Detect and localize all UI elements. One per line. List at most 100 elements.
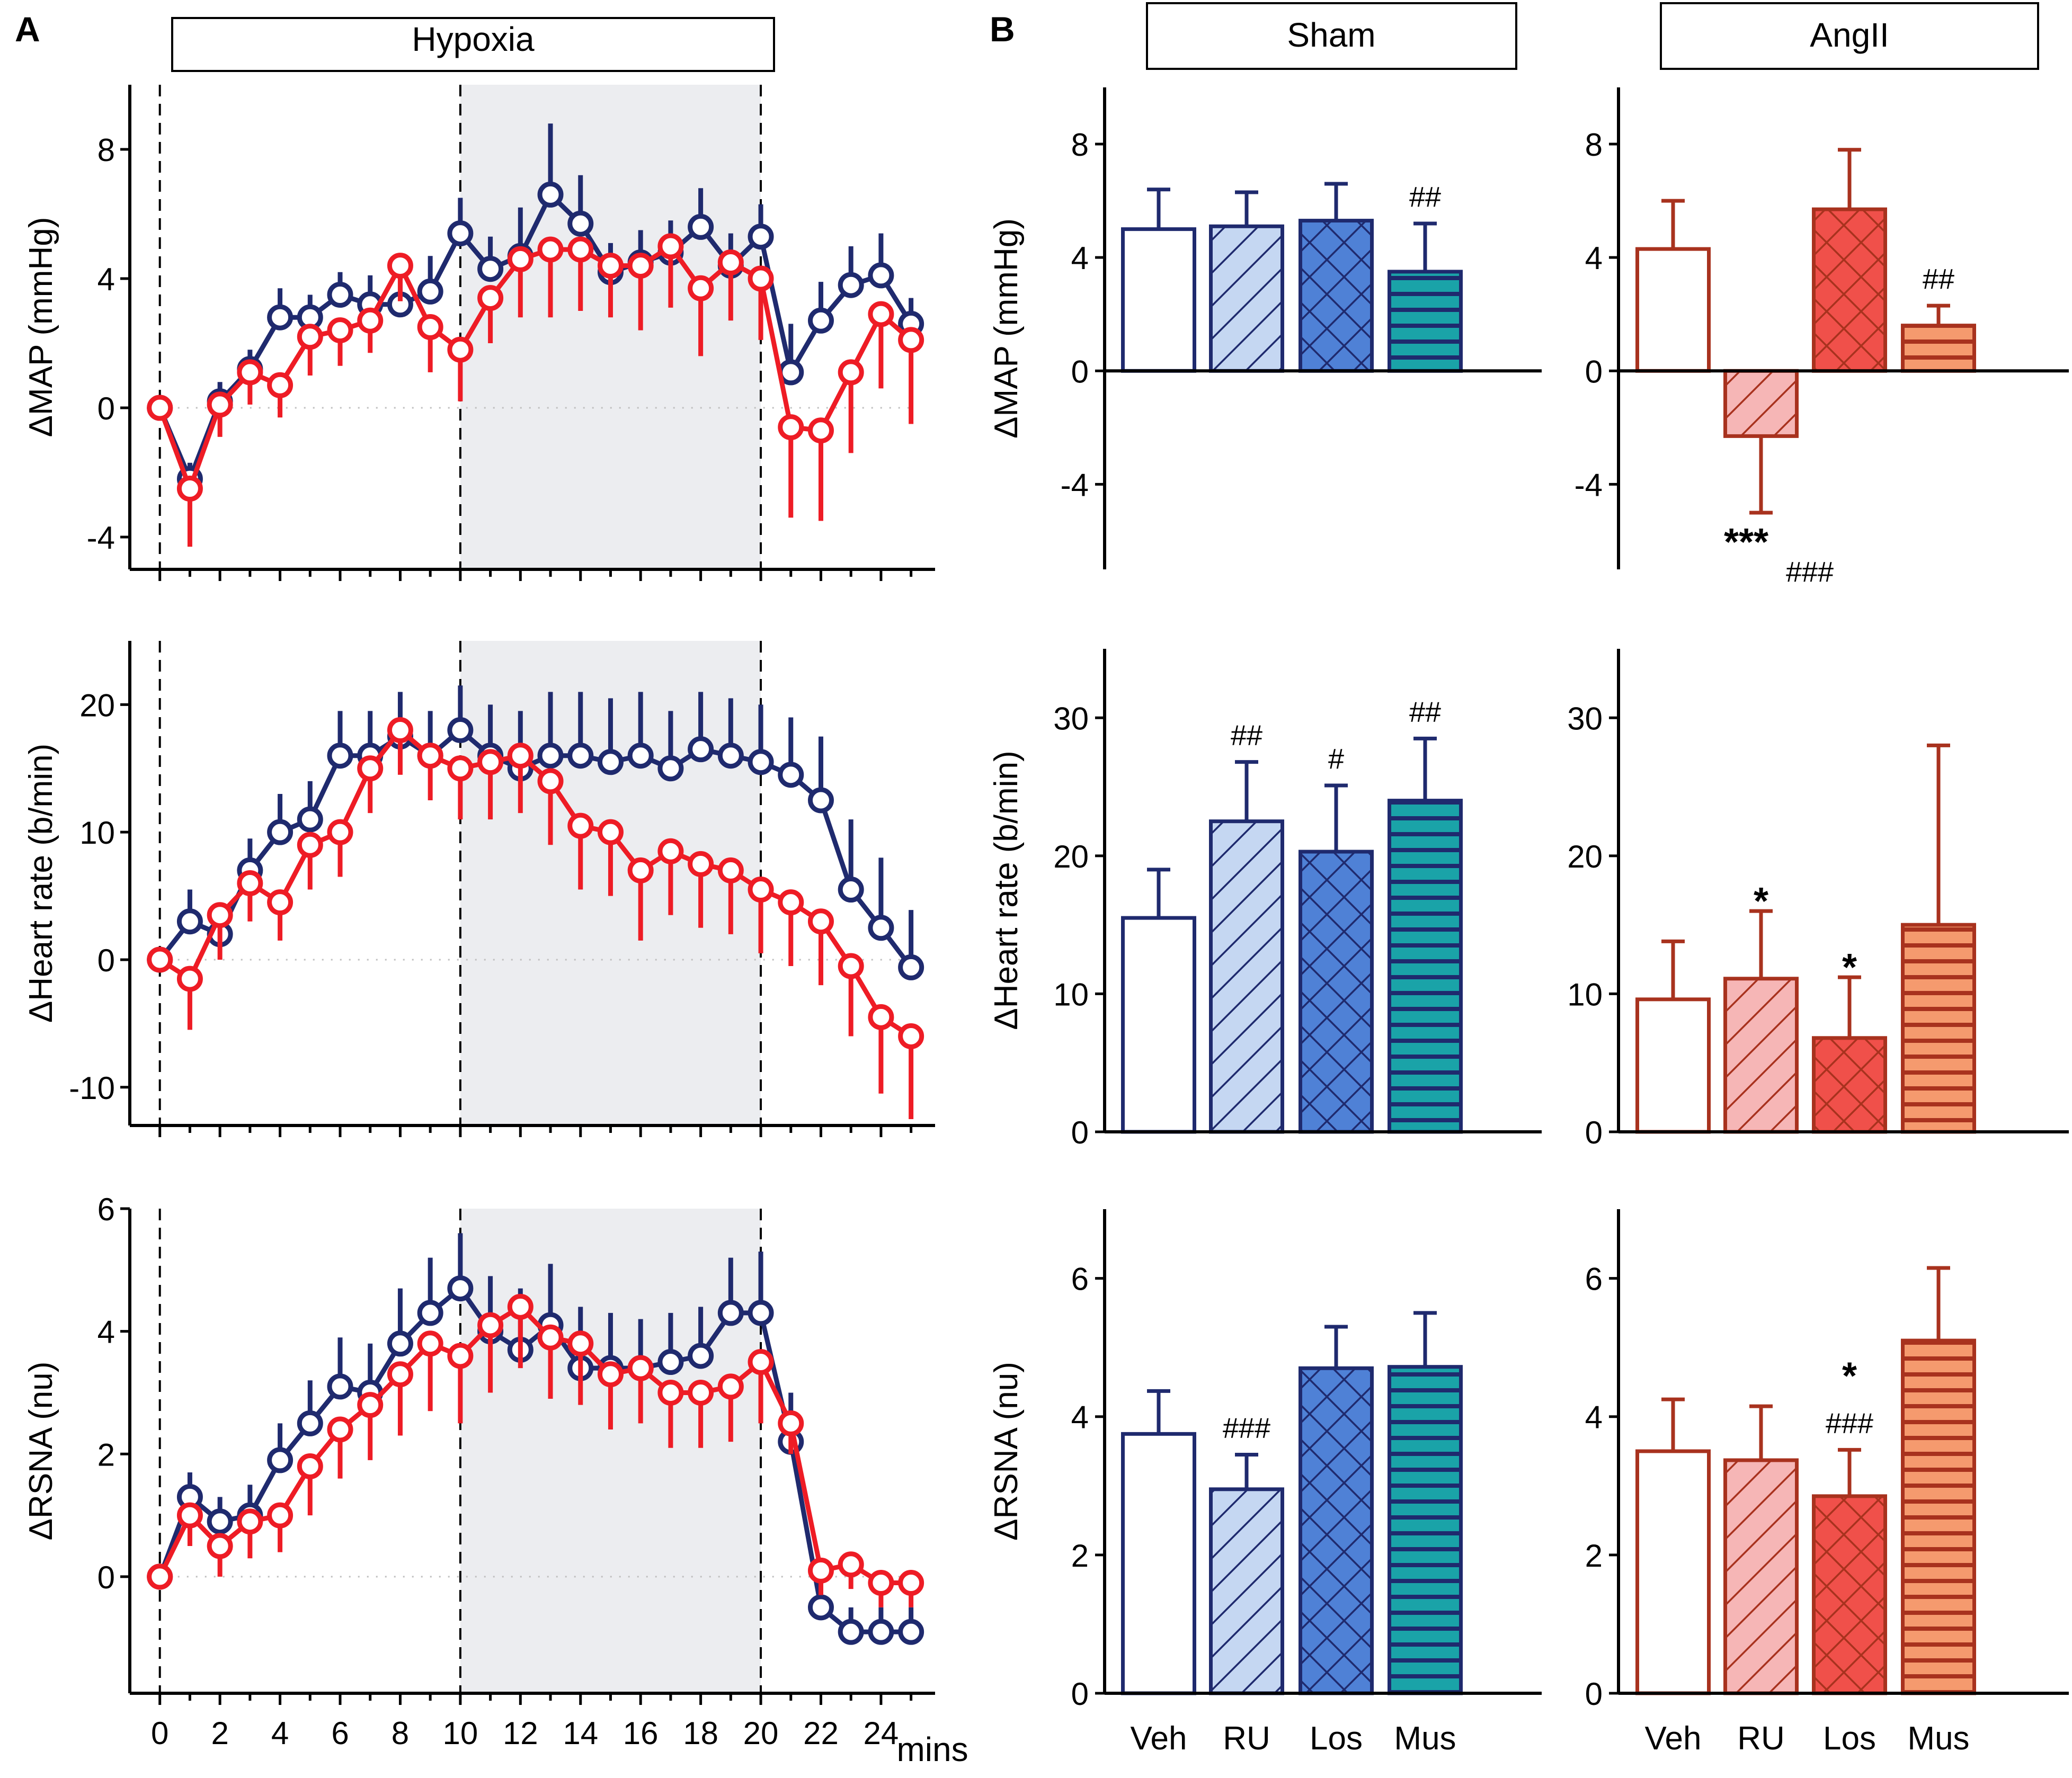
angii-data-point (838, 1551, 864, 1578)
angii-data-point (267, 372, 294, 398)
angii-data-point (147, 395, 173, 421)
x-tick-label: 14 (563, 1716, 598, 1751)
angii-data-point (417, 314, 443, 340)
y-tick-label: 4 (1585, 240, 1603, 276)
bar-veh (1121, 227, 1196, 373)
y-tick-label: 20 (79, 687, 115, 723)
category-label: Los (1310, 1720, 1363, 1757)
sham-data-point (207, 1508, 233, 1535)
bar-mus (1388, 799, 1463, 1134)
angii-data-point (778, 889, 804, 916)
significance-label: ## (1409, 181, 1441, 213)
heart-rate-time-chart: -10 0 10 20 ΔHeart rate (b/min) (23, 641, 935, 1137)
sham-data-point (417, 1300, 443, 1326)
sham-data-point (807, 787, 834, 814)
significance-label: ## (1923, 263, 1954, 295)
angii-data-point (868, 301, 894, 327)
bar-mus (1388, 270, 1463, 373)
sham-data-point (297, 806, 323, 833)
map-angii-bar-chart: -4 0 4 8 ## *** ### (1575, 87, 2069, 588)
sham-data-point (657, 755, 684, 782)
y-tick-label: -4 (87, 520, 115, 556)
angii-data-point (417, 1330, 443, 1357)
category-label: RU (1737, 1720, 1785, 1757)
sham-data-point (447, 717, 474, 744)
sham-data-point (537, 743, 564, 769)
x-tick-label: 0 (151, 1716, 168, 1751)
significance-label: ### (1223, 1413, 1270, 1444)
angii-data-point (207, 902, 233, 928)
angii-data-point (688, 1379, 714, 1406)
y-tick-label: 10 (1567, 977, 1603, 1012)
angii-data-point (477, 1312, 504, 1338)
bar-ru (1209, 224, 1284, 373)
y-tick-label: 8 (1585, 127, 1603, 163)
y-tick-label: 2 (1585, 1538, 1603, 1574)
sham-data-point (387, 1330, 413, 1357)
bar-ru (1209, 819, 1284, 1134)
angii-data-point (327, 317, 353, 344)
angii-data-point (898, 327, 924, 353)
angii-data-point (657, 838, 684, 864)
sham-data-point (748, 1300, 774, 1326)
angii-data-point (657, 1379, 684, 1406)
angii-data-point (898, 1023, 924, 1049)
map-time-chart: -4 0 4 8 ΔMAP (mmHg) (23, 85, 935, 581)
y-tick-label: 8 (97, 132, 115, 168)
sham-data-point (838, 272, 864, 298)
angii-data-point (597, 1361, 624, 1388)
y-tick-label: 20 (1567, 839, 1603, 874)
bar-veh (1635, 997, 1711, 1134)
angii-data-point (477, 285, 504, 311)
y-tick-label: 0 (97, 1560, 115, 1595)
bar-veh (1635, 1449, 1711, 1695)
y-tick-label: 0 (1585, 354, 1603, 389)
y-tick-label: 4 (97, 1315, 115, 1350)
x-tick-label: 20 (743, 1716, 779, 1751)
angii-data-point (627, 253, 654, 279)
bar-mus (1901, 324, 1976, 373)
bar-ru (1209, 1487, 1284, 1695)
bar-veh (1121, 916, 1196, 1134)
angii-data-point (176, 1502, 203, 1529)
y-axis-label: ΔMAP (mmHg) (23, 217, 59, 437)
y-tick-label: 6 (97, 1192, 115, 1227)
angii-data-point (297, 324, 323, 350)
bar-mus (1901, 923, 1976, 1134)
sham-data-point (297, 1410, 323, 1436)
angii-data-point (207, 1533, 233, 1559)
y-axis-label: ΔHeart rate (b/min) (23, 744, 59, 1023)
bar-mus (1388, 1365, 1463, 1695)
y-tick-label: -4 (1061, 467, 1089, 503)
angii-data-point (537, 768, 564, 794)
x-tick-label: 24 (864, 1716, 899, 1751)
angii-data-point (717, 857, 744, 883)
significance-label: ### (1826, 1407, 1873, 1439)
sham-data-point (717, 1300, 744, 1326)
significance-label: *** (1724, 521, 1768, 564)
sham-data-point (567, 743, 594, 769)
angii-data-point (327, 1416, 353, 1443)
y-tick-label: 2 (1071, 1538, 1089, 1574)
angii-data-point (717, 1373, 744, 1400)
angii-data-point (748, 265, 774, 292)
y-axis-label: ΔRSNA (nu) (23, 1362, 59, 1541)
y-tick-label: 10 (79, 815, 115, 851)
sham-data-point (868, 1619, 894, 1645)
sham-data-point (447, 1275, 474, 1302)
angii-data-point (748, 877, 774, 903)
category-label: Los (1823, 1720, 1876, 1757)
y-tick-label: 0 (97, 391, 115, 426)
sham-data-point (898, 1619, 924, 1645)
y-tick-label: 0 (1585, 1115, 1603, 1150)
angii-data-point (447, 336, 474, 363)
angii-data-point (237, 1508, 263, 1535)
significance-label: ## (1231, 720, 1262, 752)
y-axis-label: ΔHeart rate (b/min) (988, 750, 1025, 1030)
y-tick-label: -4 (1575, 467, 1603, 503)
x-tick-label: 6 (331, 1716, 349, 1751)
sham-data-point (838, 1619, 864, 1645)
angii-data-point (507, 1293, 533, 1320)
x-tick-label: 8 (392, 1716, 409, 1751)
